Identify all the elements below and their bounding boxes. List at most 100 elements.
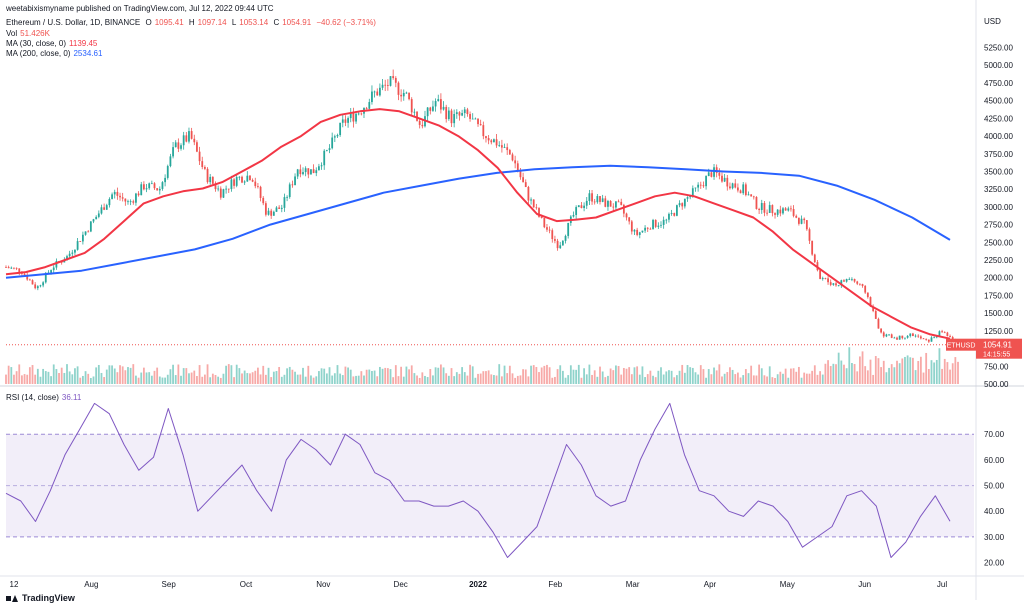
volume-bar — [922, 372, 925, 384]
candle-body — [673, 213, 676, 216]
volume-bar — [851, 363, 853, 384]
volume-bar — [60, 367, 63, 384]
volume-bar — [336, 365, 339, 384]
candle-body — [797, 217, 800, 224]
tradingview-logo[interactable]: TradingView — [6, 593, 75, 603]
ma200-line[interactable] — [5, 164, 951, 279]
price-tick-label: 5250.00 — [984, 44, 1013, 53]
candle-body — [39, 285, 42, 287]
candle-body — [384, 84, 387, 86]
candle-body — [612, 206, 615, 208]
volume-bar — [752, 375, 755, 384]
volume-bar — [556, 369, 559, 384]
publisher-line: weetabixismyname published on TradingVie… — [6, 4, 277, 14]
candle-body — [347, 118, 349, 123]
volume-bar — [522, 369, 525, 384]
volume-bar — [681, 364, 684, 384]
candle-body — [408, 92, 410, 100]
volume-bar — [755, 375, 758, 384]
volume-bar — [39, 376, 42, 384]
ma200-legend[interactable]: MA (200, close, 0) 2534.61 — [6, 49, 105, 59]
candle-body — [546, 227, 548, 230]
candle-body — [866, 292, 869, 298]
candle-body — [500, 145, 503, 148]
volume-bar — [869, 359, 872, 384]
candle-body — [5, 267, 7, 268]
candle-body — [89, 221, 92, 232]
volume-bar — [691, 367, 694, 384]
candle-body — [779, 209, 782, 214]
volume-bar — [569, 365, 572, 384]
volume-bar — [835, 364, 837, 384]
volume-bar — [795, 371, 798, 384]
ma200-value: 2534.61 — [73, 49, 103, 58]
volume-bar — [678, 370, 681, 384]
volume-bar — [604, 377, 607, 384]
volume-bar — [437, 367, 440, 384]
candle-body — [880, 328, 882, 333]
candle-body — [174, 142, 177, 148]
volume-bar — [392, 377, 395, 384]
volume-bar — [103, 377, 106, 384]
last-price-value: 1054.91 — [983, 341, 1012, 350]
candle-body — [477, 118, 479, 125]
volume-bar — [328, 367, 331, 384]
candle-body — [630, 221, 633, 232]
candle-body — [392, 76, 395, 79]
volume-bar — [410, 365, 413, 384]
ma30-line[interactable] — [5, 108, 951, 340]
candle-body — [238, 176, 241, 178]
volume-bar — [938, 348, 941, 384]
volume-bar — [599, 366, 601, 384]
volume-bar — [843, 364, 845, 384]
volume-bar — [689, 367, 692, 384]
volume-bar — [418, 377, 421, 384]
candle-body — [227, 188, 230, 190]
candle-body — [418, 120, 421, 125]
rsi-legend[interactable]: RSI (14, close) 36.11 — [6, 393, 84, 403]
price-tick-label: 2500.00 — [984, 238, 1013, 247]
candle-body — [609, 200, 612, 207]
volume-bar — [7, 365, 10, 384]
candle-body — [705, 176, 707, 187]
rsi-line[interactable] — [5, 402, 951, 558]
volume-bar — [214, 374, 217, 384]
vol-legend[interactable]: Vol 51.426K — [6, 29, 53, 39]
candle-body — [933, 337, 936, 339]
volume-bar — [66, 364, 68, 384]
volume-bar — [487, 370, 490, 384]
volume-bar — [763, 375, 766, 384]
volume-bar — [259, 374, 262, 384]
volume-bar — [190, 372, 193, 384]
candle-body — [74, 249, 76, 253]
volume-bar — [127, 367, 129, 384]
volume-bar — [625, 368, 628, 384]
volume-bar — [280, 376, 283, 384]
ohlc-close: 1054.91 — [282, 18, 312, 27]
ma30-legend[interactable]: MA (30, close, 0) 1139.45 — [6, 39, 100, 49]
ohlc-low-label: L — [231, 18, 237, 27]
candle-body — [681, 203, 684, 207]
ohlc-change: −40.62 (−3.71%) — [316, 18, 376, 27]
volume-bar — [736, 372, 739, 384]
candle-body — [95, 216, 98, 220]
candle-body — [288, 184, 291, 197]
volume-bar — [201, 376, 204, 384]
candle-body — [774, 213, 776, 215]
candle-body — [148, 183, 151, 189]
candle-body — [217, 188, 220, 190]
volume-bar — [58, 372, 60, 384]
candle-body — [731, 183, 734, 189]
candle-body — [150, 183, 153, 185]
volume-bar — [219, 377, 222, 384]
volume-bar — [524, 369, 527, 384]
volume-bar — [856, 371, 859, 384]
candle-body — [127, 201, 129, 203]
volume-bar — [503, 365, 506, 384]
volume-bar — [185, 368, 188, 384]
currency-label: USD — [984, 17, 1001, 26]
volume-bar — [493, 375, 495, 384]
volume-bar — [837, 352, 840, 384]
volume-bar — [715, 370, 718, 384]
